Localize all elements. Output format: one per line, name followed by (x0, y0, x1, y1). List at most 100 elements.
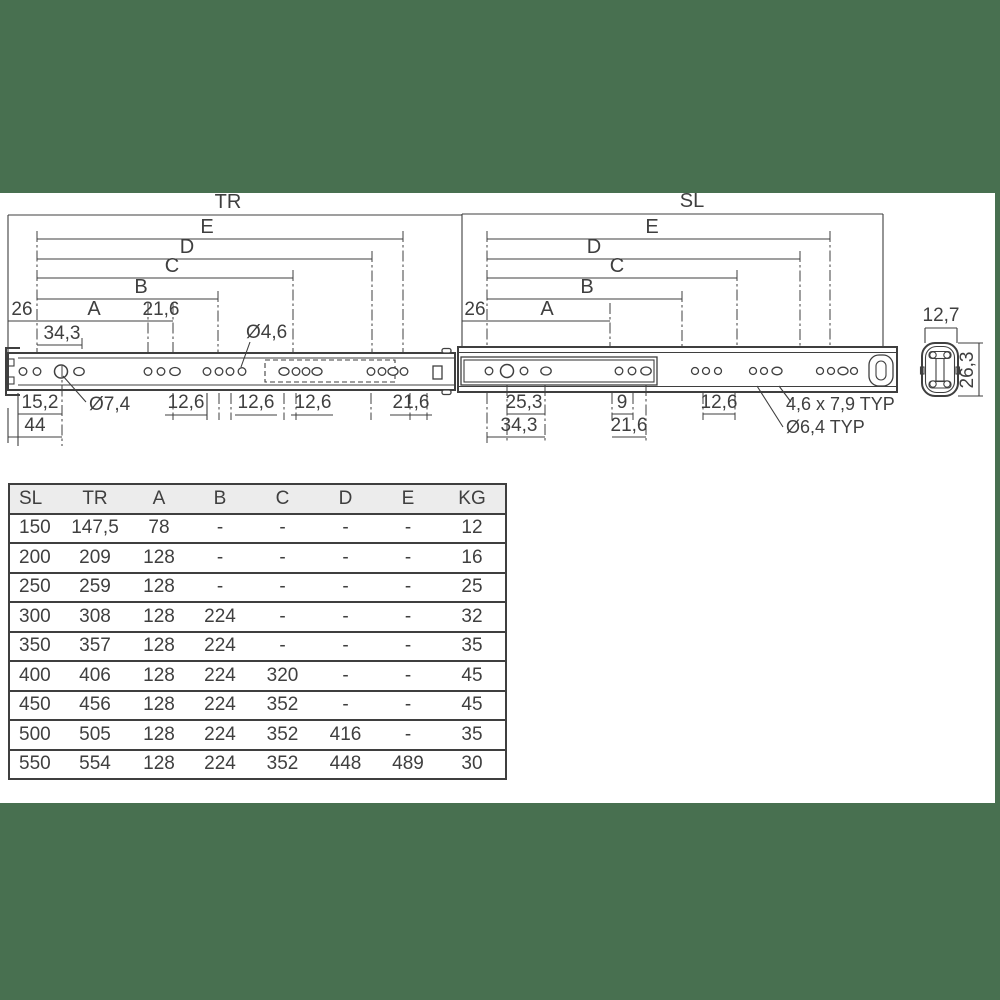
table-cell: - (314, 542, 377, 574)
table-cell: 224 (189, 630, 251, 662)
drawing-sheet: TR SL E D C B A 26 21,6 34,3 Ø4,6 15,2 Ø… (0, 193, 995, 803)
table-cell: 224 (189, 719, 251, 751)
sl-dim-9-label: 9 (617, 392, 628, 413)
table-cell: 45 (439, 660, 506, 692)
table-cell: - (251, 542, 314, 574)
table-cell: 250 (9, 571, 61, 603)
tr-total-label: TR (215, 193, 242, 213)
tr-dim-12-6-b-label: 12,6 (238, 392, 275, 413)
tr-span-d-label: D (180, 236, 194, 258)
tr-dim-34-3-label: 34,3 (44, 323, 81, 344)
section-width-label: 12,7 (923, 305, 960, 326)
sl-span-c-label: C (610, 255, 624, 277)
table-cell: - (377, 571, 439, 603)
table-cell: - (314, 630, 377, 662)
overall-dimension-lines (7, 213, 884, 352)
tr-span-a-label: A (87, 298, 101, 320)
sl-hole-typ-label: Ø6,4 TYP (786, 417, 865, 437)
table-header-kg: KG (439, 483, 506, 515)
table-cell: - (189, 512, 251, 544)
table-cell: - (251, 512, 314, 544)
table-cell: 416 (314, 719, 377, 751)
sl-dim-25-3-label: 25,3 (506, 392, 543, 413)
table-cell: - (377, 512, 439, 544)
sl-dim-12-6-label: 12,6 (701, 392, 738, 413)
table-cell: 224 (189, 689, 251, 721)
table-cell: 357 (61, 630, 129, 662)
table-row: 550 554 128 224 352 448 489 30 (9, 748, 506, 780)
table-cell: 32 (439, 601, 506, 633)
sl-offset-26-label: 26 (464, 299, 485, 320)
section-height-label: 26,3 (957, 352, 978, 389)
dimension-labels: TR SL E D C B A 26 21,6 34,3 Ø4,6 15,2 Ø… (11, 193, 978, 437)
sl-span-d-label: D (587, 236, 601, 258)
table-cell: 128 (129, 719, 189, 751)
table-row: 300 308 128 224- - -32 (9, 601, 506, 633)
sl-span-a-label: A (540, 298, 554, 320)
table-cell: 350 (9, 630, 61, 662)
table-cell: 259 (61, 571, 129, 603)
technical-drawing: TR SL E D C B A 26 21,6 34,3 Ø4,6 15,2 Ø… (5, 193, 983, 446)
table-cell: - (377, 719, 439, 751)
table-cell: 128 (129, 630, 189, 662)
table-cell: 16 (439, 542, 506, 574)
tr-dim-12-6-c-label: 12,6 (295, 392, 332, 413)
table-header-d: D (314, 483, 377, 515)
tr-hole-7-4-label: Ø7,4 (89, 394, 131, 415)
table-header-c: C (251, 483, 314, 515)
tr-dim-15-2-label: 15,2 (22, 392, 59, 413)
table-header-sl: SL (9, 483, 61, 515)
tr-span-lines (8, 231, 404, 352)
table-cell: 150 (9, 512, 61, 544)
table-header-row: SL TR A B C D E KG (9, 483, 506, 515)
table-cell: 550 (9, 748, 61, 780)
sl-dim-34-3-label: 34,3 (501, 415, 538, 436)
table-row: 150 147,5 78- - - -12 (9, 512, 506, 544)
table-cell: - (377, 630, 439, 662)
table-cell: 352 (251, 748, 314, 780)
table-cell: 400 (9, 660, 61, 692)
table-cell: - (251, 601, 314, 633)
sl-total-label: SL (680, 193, 704, 212)
table-cell: 489 (377, 748, 439, 780)
table-cell: 128 (129, 748, 189, 780)
tr-dim-12-6-a-label: 12,6 (168, 392, 205, 413)
table-cell: 128 (129, 601, 189, 633)
table-cell: 406 (61, 660, 129, 692)
table-header-b: B (189, 483, 251, 515)
table-cell: 300 (9, 601, 61, 633)
table-cell: 554 (61, 748, 129, 780)
table-cell: - (314, 689, 377, 721)
table-cell: 128 (129, 660, 189, 692)
table-cell: 147,5 (61, 512, 129, 544)
table-header-a: A (129, 483, 189, 515)
table-cell: 450 (9, 689, 61, 721)
tr-offset-26-label: 26 (11, 299, 32, 320)
table-cell: 224 (189, 748, 251, 780)
table-cell: 320 (251, 660, 314, 692)
table-cell: 78 (129, 512, 189, 544)
table-row: 200 209 128- - - -16 (9, 542, 506, 574)
table-cell: - (377, 689, 439, 721)
table-row: 350 357 128 224- - -35 (9, 630, 506, 662)
tr-hole-dia-label: Ø4,6 (246, 322, 287, 343)
table-row: 500 505 128 224 352 416-35 (9, 719, 506, 751)
tr-span-b-label: B (134, 276, 147, 298)
table-cell: - (377, 601, 439, 633)
table-body: 150 147,5 78- - - -12 200 209 128- - - -16 250 259 128… (9, 512, 506, 780)
tr-rail-holes (18, 364, 409, 379)
table-cell: 224 (189, 601, 251, 633)
table-cell: 128 (129, 571, 189, 603)
below-dimension-lines (7, 341, 792, 446)
tr-span-e-label: E (200, 216, 213, 238)
sl-span-b-label: B (580, 276, 593, 298)
sl-span-e-label: E (645, 216, 658, 238)
table-cell: - (314, 601, 377, 633)
table-row: 450 456 128 224 352- -45 (9, 689, 506, 721)
tr-dim-44-label: 44 (24, 415, 46, 436)
table-cell: 352 (251, 719, 314, 751)
table-row: 400 406 128 224 320- -45 (9, 660, 506, 692)
table-header-e: E (377, 483, 439, 515)
table-cell: 200 (9, 542, 61, 574)
